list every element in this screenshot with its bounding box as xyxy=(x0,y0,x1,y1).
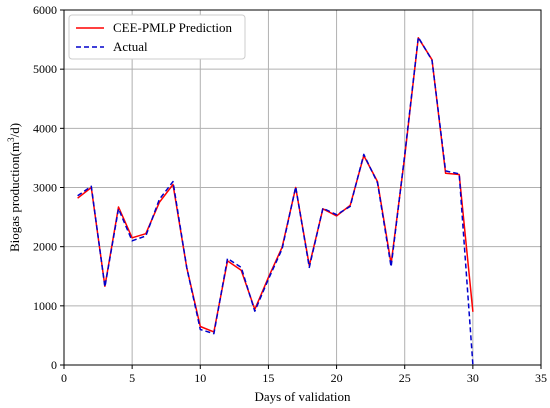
y-axis-title-suffix: /d) xyxy=(7,123,22,137)
y-axis-title: Biogas production(m3/d) xyxy=(6,123,22,252)
y-tick-label: 1000 xyxy=(33,299,57,313)
y-axis-title-sup: 3 xyxy=(6,137,16,142)
grid xyxy=(63,9,542,366)
legend: CEE-PMLP Prediction Actual xyxy=(68,14,246,60)
legend-box xyxy=(68,14,246,60)
series-layer xyxy=(77,36,474,366)
x-tick-label: 0 xyxy=(61,371,67,385)
x-tick-label: 10 xyxy=(194,371,206,385)
y-tick-label: 6000 xyxy=(33,3,57,17)
y-tick-label: 4000 xyxy=(33,121,57,135)
y-tick-label: 0 xyxy=(51,358,57,372)
ticks: 0 5 10 15 20 25 30 35 0 1000 2000 3000 4000 5000 6000 xyxy=(33,3,547,385)
x-tick-label: 15 xyxy=(262,371,274,385)
y-axis-title-prefix: Biogas production(m xyxy=(7,142,22,252)
y-tick-label: 3000 xyxy=(33,181,57,195)
series-line-actual xyxy=(77,36,474,366)
x-tick-label: 20 xyxy=(331,371,343,385)
x-tick-label: 25 xyxy=(399,371,411,385)
legend-label: Actual xyxy=(113,39,148,54)
legend-label: CEE-PMLP Prediction xyxy=(113,20,233,35)
x-tick-label: 30 xyxy=(467,371,479,385)
x-axis-title: Days of validation xyxy=(254,389,351,404)
x-tick-label: 35 xyxy=(535,371,547,385)
x-tick-label: 5 xyxy=(129,371,135,385)
y-tick-label: 2000 xyxy=(33,240,57,254)
y-tick-label: 5000 xyxy=(33,62,57,76)
